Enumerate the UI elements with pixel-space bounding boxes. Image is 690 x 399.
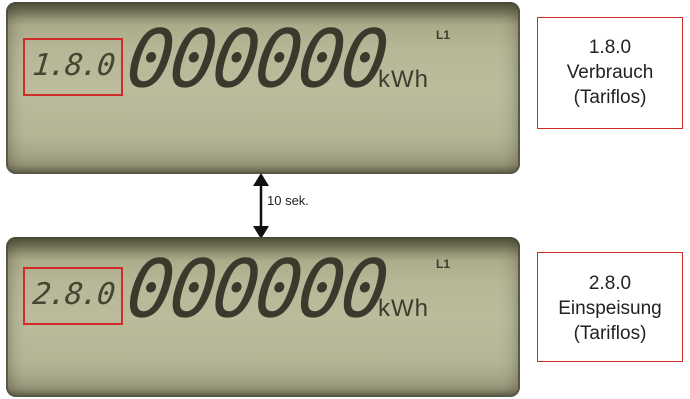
phase-indicator: L1 <box>436 28 451 42</box>
phase-indicator: L1 <box>436 257 451 271</box>
callout-consumption: 1.8.0 Verbrauch (Tariflos) <box>537 17 683 129</box>
unit-label: kWh <box>378 295 429 322</box>
obis-code-highlight: 2.8.0 <box>23 267 123 325</box>
lcd-display-consumption: 1.8.0 000000 kWh L1 <box>6 2 520 174</box>
callout-code: 1.8.0 <box>588 37 632 58</box>
meter-reading: 000000 <box>121 11 392 106</box>
callout-code: 2.8.0 <box>588 273 632 294</box>
unit-label: kWh <box>378 66 429 93</box>
obis-code: 1.8.0 <box>31 48 115 83</box>
double-arrow-icon <box>253 173 269 239</box>
lcd-display-feed-in: 2.8.0 000000 kWh L1 <box>6 237 520 397</box>
callout-label: Verbrauch <box>566 62 654 83</box>
obis-code-highlight: 1.8.0 <box>23 38 123 96</box>
obis-code: 2.8.0 <box>31 277 115 312</box>
interval-label: 10 sek. <box>267 193 309 208</box>
meter-reading: 000000 <box>121 241 392 336</box>
callout-tariff: (Tariflos) <box>573 323 647 344</box>
callout-feed-in: 2.8.0 Einspeisung (Tariflos) <box>537 252 683 362</box>
callout-tariff: (Tariflos) <box>573 87 647 108</box>
callout-label: Einspeisung <box>558 298 662 319</box>
